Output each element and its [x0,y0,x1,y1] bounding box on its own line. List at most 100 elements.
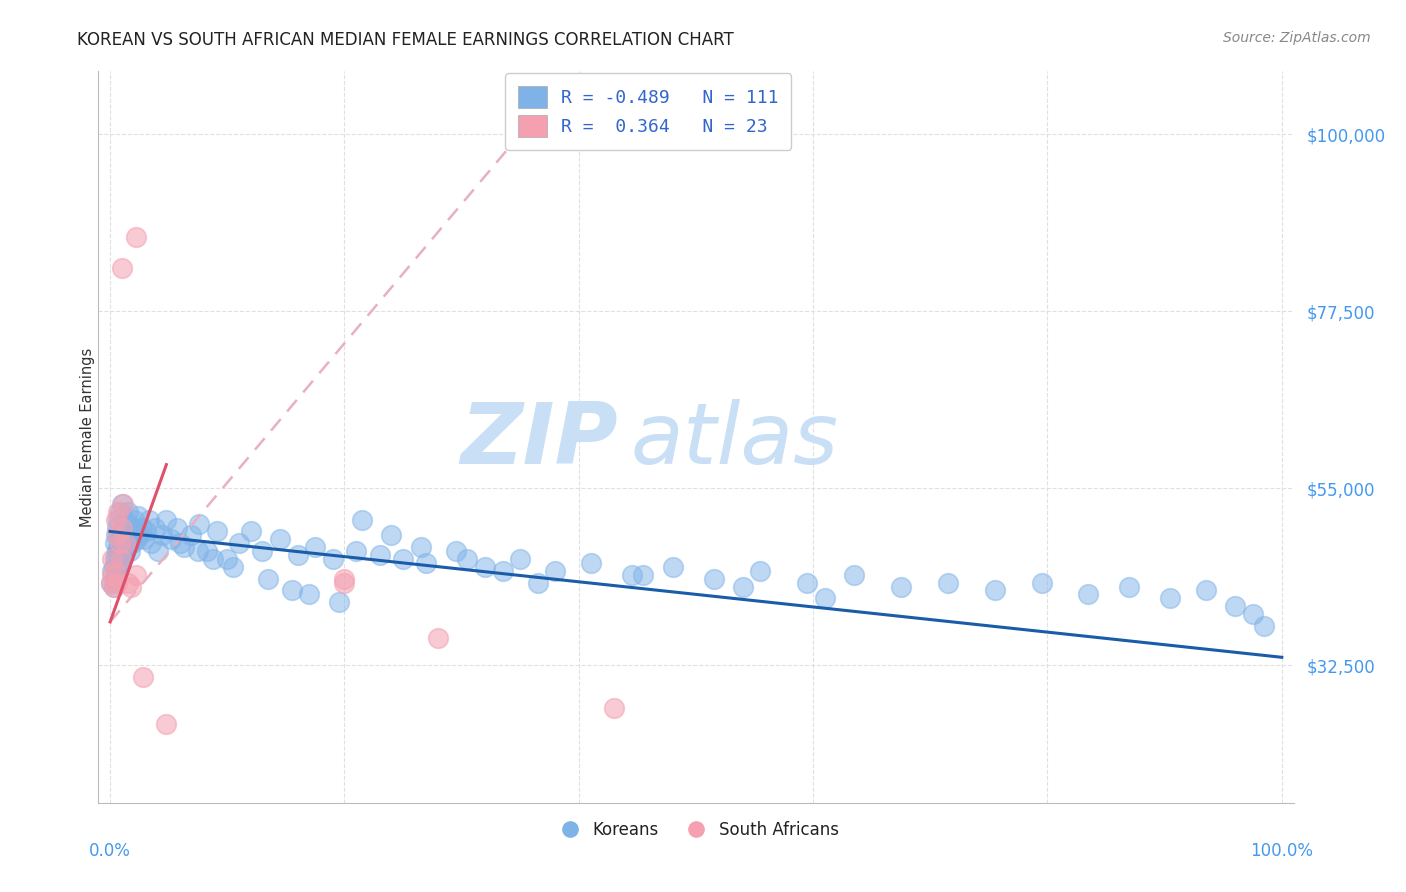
Point [112,520,135,534]
Point [796,575,818,590]
Point [150,528,173,542]
Point [409,540,432,554]
Point [101,552,124,566]
Point [169,536,191,550]
Point [202,552,225,566]
Point [492,564,515,578]
Point [115,516,138,531]
Point [731,580,754,594]
Point [188,516,211,531]
Point [104,536,127,550]
Point [1241,607,1264,621]
Point [100,575,122,590]
Point [257,572,280,586]
Point [173,540,195,554]
Point [633,567,655,582]
Text: KOREAN VS SOUTH AFRICAN MEDIAN FEMALE EARNINGS CORRELATION CHART: KOREAN VS SOUTH AFRICAN MEDIAN FEMALE EA… [77,31,734,49]
Point [120,580,142,594]
Point [984,583,1007,598]
Point [703,572,725,586]
Point [148,544,170,558]
Point [127,508,149,523]
Point [111,520,134,534]
Point [328,595,350,609]
Text: Source: ZipAtlas.com: Source: ZipAtlas.com [1223,31,1371,45]
Point [1223,599,1246,614]
Point [180,528,202,542]
Point [281,583,304,598]
Point [125,567,148,582]
Point [814,591,837,606]
Text: 0.0%: 0.0% [89,842,131,860]
Text: 100.0%: 100.0% [1250,842,1313,860]
Point [107,505,129,519]
Point [474,559,496,574]
Point [107,513,129,527]
Point [104,572,127,586]
Point [122,513,145,527]
Point [456,552,478,566]
Point [100,575,122,590]
Point [415,556,437,570]
Point [107,564,129,578]
Point [160,533,183,547]
Point [118,528,141,542]
Point [104,564,127,578]
Point [103,559,125,574]
Point [128,528,150,542]
Point [105,528,128,542]
Point [205,524,228,539]
Point [108,505,131,519]
Point [228,536,250,550]
Point [749,564,772,578]
Point [115,540,138,554]
Point [103,580,125,594]
Point [112,524,135,539]
Point [114,513,136,527]
Point [110,536,132,550]
Point [117,533,139,547]
Point [620,567,643,582]
Point [166,520,188,534]
Point [105,528,128,542]
Point [333,575,356,590]
Point [217,552,239,566]
Point [125,229,148,244]
Point [117,575,139,590]
Point [1031,575,1053,590]
Point [239,524,262,539]
Point [105,513,128,527]
Point [143,520,166,534]
Point [112,497,135,511]
Point [368,548,391,562]
Point [105,559,128,574]
Point [131,520,153,534]
Point [105,575,128,590]
Point [108,536,131,550]
Point [155,513,177,527]
Point [936,575,959,590]
Point [132,533,156,547]
Point [527,575,550,590]
Point [1160,591,1182,606]
Point [107,540,129,554]
Point [104,552,127,566]
Y-axis label: Median Female Earnings: Median Female Earnings [80,348,94,526]
Point [333,572,356,586]
Point [427,631,450,645]
Point [380,528,402,542]
Point [844,567,866,582]
Point [352,513,374,527]
Point [344,544,367,558]
Point [112,544,135,558]
Point [304,540,326,554]
Point [298,587,321,601]
Point [105,520,128,534]
Point [661,559,683,574]
Point [127,533,149,547]
Legend: Koreans, South Africans: Koreans, South Africans [546,814,846,846]
Point [114,536,136,550]
Point [120,520,142,534]
Point [114,536,136,550]
Point [110,552,132,566]
